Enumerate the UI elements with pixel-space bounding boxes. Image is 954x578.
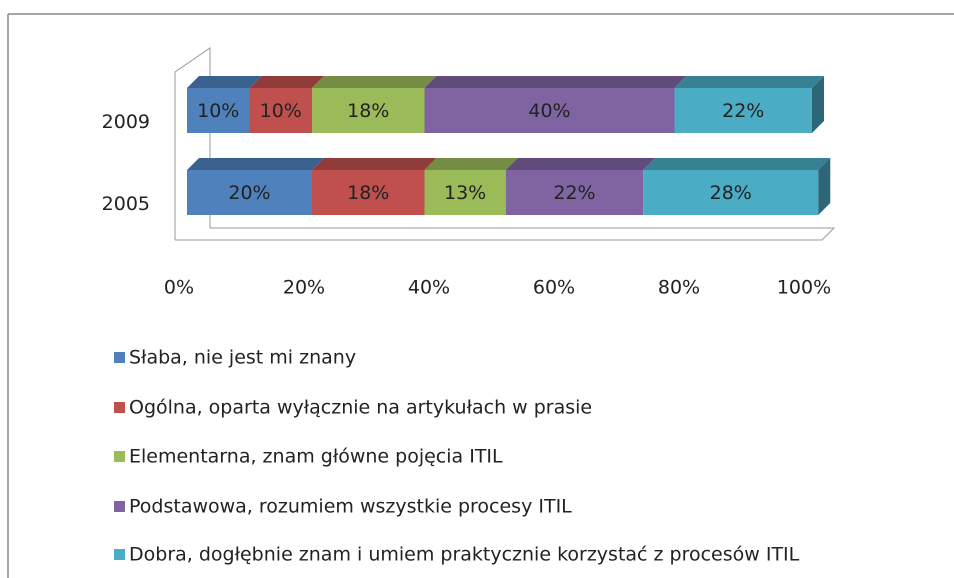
legend-swatch <box>114 352 125 363</box>
x-tick-label: 20% <box>283 277 325 299</box>
data-label: 13% <box>444 182 486 204</box>
data-label: 20% <box>228 182 270 204</box>
bar <box>187 170 312 215</box>
x-tick-label: 0% <box>164 277 194 299</box>
bar <box>674 88 812 133</box>
bar <box>312 170 425 215</box>
x-tick-label: 60% <box>533 277 575 299</box>
floor <box>175 227 836 241</box>
legend-label: Elementarna, znam główne pojęcia ITIL <box>129 446 503 468</box>
data-label: 28% <box>710 182 752 204</box>
x-tick-label: 80% <box>658 277 700 299</box>
legend-label: Podstawowa, rozumiem wszystkie procesy I… <box>129 496 572 518</box>
legend-swatch <box>114 451 125 462</box>
data-label: 18% <box>347 100 389 122</box>
legend-label: Słaba, nie jest mi znany <box>129 347 356 369</box>
bar-top <box>424 76 687 88</box>
bar <box>424 88 675 133</box>
bar <box>643 170 819 215</box>
bar-top <box>249 76 324 88</box>
bar-side <box>812 76 824 133</box>
data-label: 22% <box>553 182 595 204</box>
bar <box>424 170 506 215</box>
bar-top <box>312 76 437 88</box>
legend-label: Dobra, dogłębnie znam i umiem praktyczni… <box>129 544 800 566</box>
x-tick-label: 40% <box>408 277 450 299</box>
bar-top <box>505 158 656 170</box>
y-tick-label: 2005 <box>102 193 150 215</box>
data-label: 22% <box>722 100 764 122</box>
data-label: 10% <box>197 100 239 122</box>
bar-top <box>187 76 262 88</box>
y-tick-label: 2009 <box>102 111 150 133</box>
legend-label: Ogólna, oparta wyłącznie na artykułach w… <box>129 397 592 419</box>
data-label: 10% <box>260 100 302 122</box>
data-label: 40% <box>528 100 570 122</box>
bar-top <box>187 158 324 170</box>
bar-top <box>674 76 824 88</box>
bar-top <box>643 158 831 170</box>
bar-side <box>818 158 831 215</box>
bar <box>249 88 312 133</box>
legend-swatch <box>114 402 125 413</box>
bar-top <box>312 158 437 170</box>
back-wall <box>174 47 211 240</box>
bar <box>187 88 250 133</box>
legend-swatch <box>114 549 125 560</box>
bar-top <box>424 158 518 170</box>
x-tick-label: 100% <box>777 277 831 299</box>
bar <box>312 88 425 133</box>
legend-swatch <box>114 501 125 512</box>
bar <box>505 170 644 215</box>
data-label: 18% <box>347 182 389 204</box>
